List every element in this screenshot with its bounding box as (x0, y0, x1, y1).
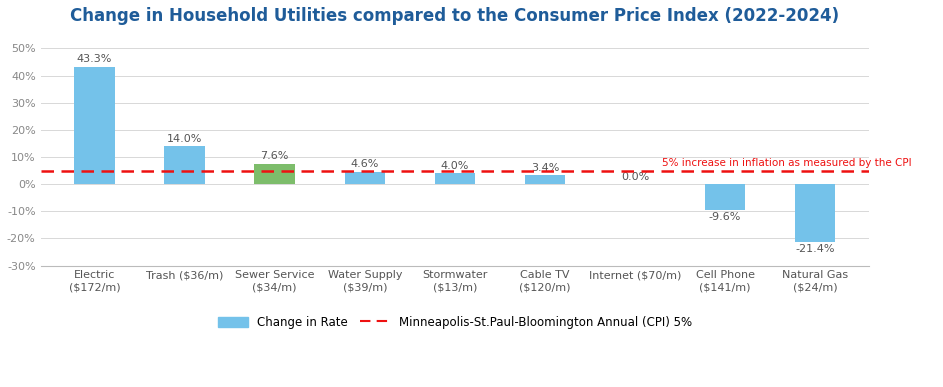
Text: 0.0%: 0.0% (620, 172, 649, 182)
Text: 4.6%: 4.6% (351, 159, 379, 170)
Bar (255, 164, 295, 184)
Text: -21.4%: -21.4% (795, 245, 835, 254)
Bar (795, 184, 835, 242)
Text: 43.3%: 43.3% (77, 55, 112, 64)
Text: 3.4%: 3.4% (531, 163, 559, 173)
Title: Change in Household Utilities compared to the Consumer Price Index (2022-2024): Change in Household Utilities compared t… (71, 7, 839, 25)
Bar (704, 184, 745, 210)
Text: 14.0%: 14.0% (167, 134, 203, 144)
Bar (74, 67, 115, 184)
Bar (344, 172, 385, 184)
Bar (524, 175, 565, 184)
Text: -9.6%: -9.6% (709, 212, 741, 223)
Text: 5% increase in inflation as measured by the CPI: 5% increase in inflation as measured by … (662, 158, 912, 168)
Bar (435, 173, 475, 184)
Bar (164, 146, 205, 184)
Text: 7.6%: 7.6% (260, 151, 289, 161)
Legend: Change in Rate, Minneapolis-St.Paul-Bloomington Annual (CPI) 5%: Change in Rate, Minneapolis-St.Paul-Bloo… (218, 316, 691, 329)
Text: 4.0%: 4.0% (440, 161, 469, 171)
